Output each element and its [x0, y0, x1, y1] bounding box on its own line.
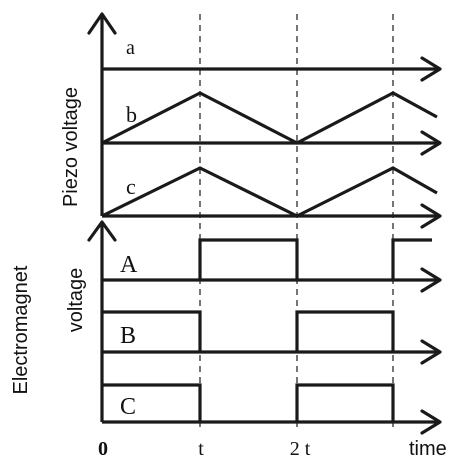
magnet-c-pulse-2: [295, 383, 395, 422]
magnet-a-pulse-1: [198, 238, 299, 280]
piezo-b-waveform: [101, 91, 438, 145]
piezo-axis-title: Piezo voltage: [60, 87, 82, 207]
magnet-c-label: C: [120, 394, 136, 420]
piezo-a-baseline: [102, 56, 442, 82]
piezo-b-baseline: [102, 130, 442, 156]
piezo-c-label: c: [126, 174, 136, 199]
electromagnet-axis-title-line2: voltage: [65, 268, 87, 333]
magnet-c-pulse-1: [102, 383, 202, 422]
x-tick-t: t: [198, 438, 204, 460]
piezo-vertical-axis: [87, 12, 117, 216]
magnet-b-label: B: [120, 323, 136, 349]
piezo-a-label: a: [126, 37, 135, 59]
x-tick-0: 0: [98, 438, 108, 460]
piezo-c-baseline: [102, 203, 442, 229]
magnet-b-pulse-1: [102, 310, 202, 352]
magnet-b-pulse-2: [295, 310, 395, 352]
x-axis-title: time: [409, 438, 447, 460]
magnet-b-baseline: [102, 339, 442, 365]
piezo-c-waveform: [101, 166, 438, 218]
magnet-c-baseline: [102, 409, 442, 435]
piezo-b-label: b: [126, 102, 137, 127]
magnet-a-pulse-2: [391, 238, 432, 280]
electromagnet-axis-title-line1: Electromagnet: [10, 265, 32, 394]
magnet-a-baseline: [102, 267, 442, 293]
x-tick-2t: 2 t: [290, 438, 311, 460]
magnet-a-label: A: [120, 252, 138, 278]
magnet-vertical-axis: [87, 220, 117, 422]
